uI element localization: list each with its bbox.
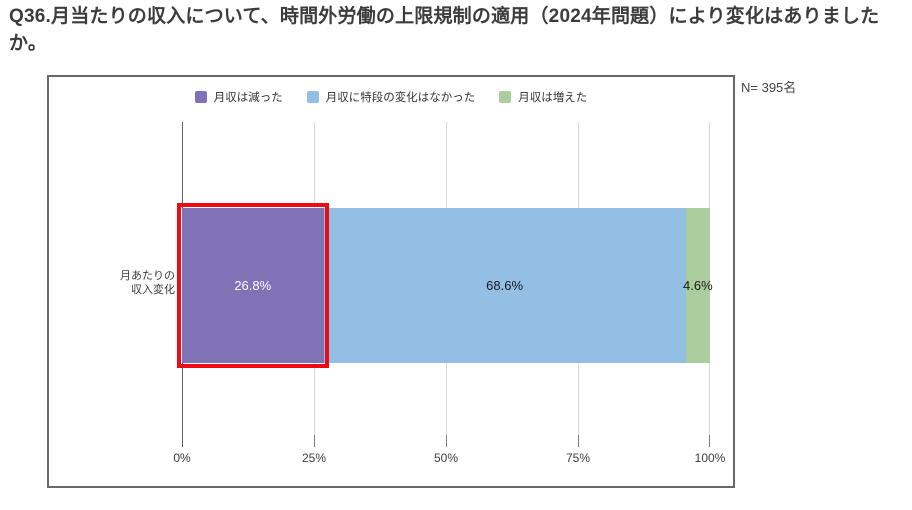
sample-size-label: N= 395名	[741, 80, 797, 95]
question-title: Q36.月当たりの収入について、時間外労働の上限規制の適用（2024年問題）によ…	[9, 6, 880, 54]
plot-area: 26.8% 68.6% 4.6% 0% 25% 50% 75% 100%	[173, 122, 725, 465]
bar-segment-label-decreased: 26.8%	[234, 278, 272, 293]
axis-tick-25	[314, 435, 315, 447]
x-tick-label-50: 50%	[433, 451, 459, 465]
bar-segment-no-change[interactable]: 68.6%	[323, 208, 686, 363]
legend-label-increased: 月収は増えた	[518, 92, 588, 104]
x-tick-label-0: 0%	[173, 451, 191, 465]
category-label: 月あたりの 収入変化	[120, 270, 175, 296]
bar-segment-decreased[interactable]: 26.8%	[177, 203, 329, 368]
legend-item-no-change: 月収に特段の変化はなかった	[306, 89, 476, 105]
bar-segment-label-no-change: 68.6%	[486, 278, 524, 293]
bar-segment-label-increased: 4.6%	[683, 278, 713, 293]
legend-item-increased: 月収は増えた	[499, 89, 587, 105]
bar-segment-increased[interactable]: 4.6%	[683, 208, 713, 363]
stacked-bar: 26.8% 68.6% 4.6%	[177, 203, 713, 368]
legend-swatch-increased-icon	[499, 91, 512, 103]
x-tick-label-75: 75%	[565, 451, 591, 465]
legend-item-decreased: 月収は減った	[194, 89, 283, 105]
x-tick-label-25: 25%	[301, 451, 327, 465]
legend-label-no-change: 月収に特段の変化はなかった	[325, 92, 476, 104]
axis-tick-75	[578, 435, 579, 447]
legend-swatch-decreased-icon	[194, 91, 207, 103]
legend-swatch-no-change-icon	[306, 91, 319, 103]
axis-tick-100	[709, 435, 710, 447]
legend-label-decreased: 月収は減った	[213, 92, 283, 104]
x-tick-label-100: 100%	[694, 451, 726, 465]
chart-panel: 月収は減った 月収に特段の変化はなかった 月収は増えた 月あたりの 収入変化 2…	[47, 75, 735, 488]
legend: 月収は減った 月収に特段の変化はなかった 月収は増えた	[49, 89, 733, 105]
axis-tick-50	[446, 435, 447, 447]
